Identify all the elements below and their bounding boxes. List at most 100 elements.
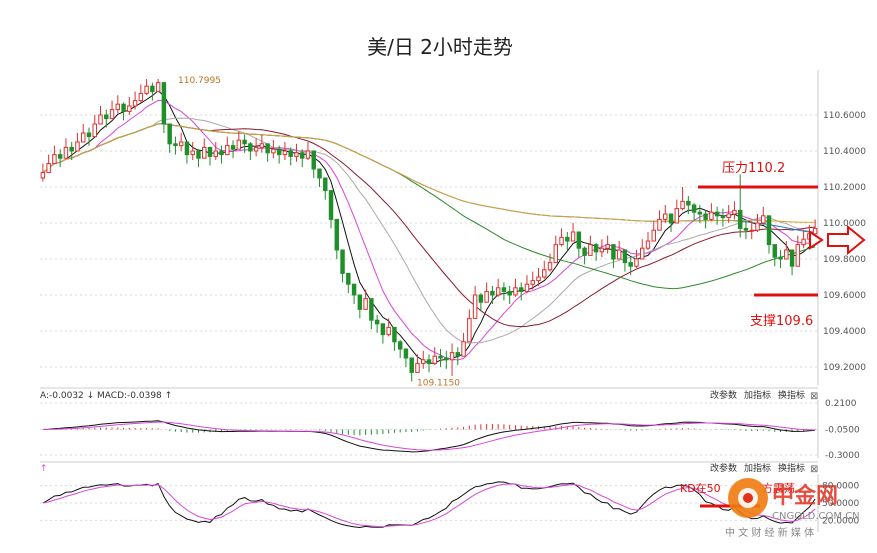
candle-body <box>657 218 662 231</box>
k-line <box>42 481 816 529</box>
y-tick-label: 110.2000 <box>823 183 866 193</box>
candle-body <box>317 168 322 179</box>
candle <box>369 298 374 330</box>
candle <box>161 82 167 133</box>
y-tick-label: 109.2000 <box>823 363 866 373</box>
candle <box>40 163 46 182</box>
candle-body <box>57 154 63 159</box>
candle-body <box>144 85 149 94</box>
candle-body <box>190 150 195 156</box>
candle-body <box>461 341 466 357</box>
candle <box>599 239 605 258</box>
candle <box>784 241 789 260</box>
logo-dot-icon <box>743 493 753 503</box>
candle-body <box>299 152 305 159</box>
candle <box>363 289 368 310</box>
candle <box>98 106 103 125</box>
candle-body <box>282 150 288 156</box>
candle-body <box>109 109 115 120</box>
candle-body <box>271 148 276 154</box>
candle <box>472 286 478 319</box>
candle <box>611 244 616 268</box>
candle <box>190 142 195 160</box>
y-tick-label: 109.8000 <box>823 255 866 265</box>
candle-body <box>69 146 74 152</box>
candle <box>530 271 535 290</box>
candle-body <box>178 141 184 147</box>
candle <box>484 282 489 303</box>
candle <box>57 149 63 168</box>
candle-body <box>795 244 801 267</box>
candle-body <box>288 150 293 157</box>
candle <box>593 242 599 261</box>
candle-body <box>403 348 409 359</box>
candle-body <box>121 103 126 112</box>
candle-body <box>75 141 80 152</box>
candle <box>75 133 80 152</box>
candle-body <box>634 258 639 267</box>
candle <box>657 210 662 231</box>
candle-body <box>761 215 766 224</box>
candle <box>749 221 754 240</box>
candle-body <box>645 240 651 249</box>
candle-body <box>219 150 224 156</box>
y-tick-label: 110.0000 <box>823 219 866 229</box>
candle <box>305 142 311 160</box>
chart-title: 美/日 2小时走势 <box>367 35 513 59</box>
candle-body <box>409 357 414 373</box>
candle-body <box>248 143 253 152</box>
candle <box>680 187 685 211</box>
candle-body <box>346 272 351 285</box>
candle <box>86 127 92 146</box>
y-tick-label: 109.4000 <box>823 327 866 337</box>
kd-tick-label: 20.0000 <box>822 516 859 526</box>
candle <box>288 147 293 166</box>
candle <box>668 213 674 232</box>
y-tick-label: 110.6000 <box>823 111 866 121</box>
candle <box>686 196 691 214</box>
candle <box>328 190 334 229</box>
candle <box>374 314 380 333</box>
candle-body <box>115 103 121 111</box>
candle-body <box>415 362 420 373</box>
candle <box>461 332 466 357</box>
resistance-label: 压力110.2 <box>722 161 785 176</box>
candle-body <box>467 317 472 343</box>
candle <box>513 278 518 297</box>
candle <box>380 323 386 344</box>
watermark-url: CNGOLD.COM.CN <box>772 511 860 522</box>
candle <box>542 260 547 279</box>
candle <box>490 286 495 304</box>
macd-tick-label: -0.0500 <box>825 426 860 436</box>
candle <box>225 136 230 156</box>
kd-note: KD在50 <box>680 482 721 495</box>
ma30-line <box>42 123 816 328</box>
candle <box>582 246 587 265</box>
candle <box>317 168 322 187</box>
candle-body <box>449 352 455 361</box>
candle <box>63 138 69 159</box>
candle-body <box>789 249 795 267</box>
candle <box>703 210 708 229</box>
candle <box>132 91 138 110</box>
kd-note-suffix: 方震荡 <box>762 481 795 495</box>
candle-body <box>40 172 46 179</box>
candle <box>276 145 282 164</box>
candle-body <box>253 146 259 152</box>
high-label: 110.7995 <box>178 76 221 86</box>
watermark-slogan: 中 文 财 经 新 媒 体 <box>725 526 814 539</box>
candle-body <box>749 229 754 232</box>
candle-body <box>622 249 628 264</box>
candle <box>144 79 149 96</box>
candle <box>565 232 570 250</box>
candle-body <box>242 139 247 145</box>
candle <box>173 136 178 155</box>
candle-body <box>369 298 374 321</box>
candle <box>351 283 357 304</box>
candle-body <box>651 229 656 242</box>
dea-line <box>42 421 816 451</box>
candle <box>536 268 541 286</box>
candle <box>737 174 743 238</box>
